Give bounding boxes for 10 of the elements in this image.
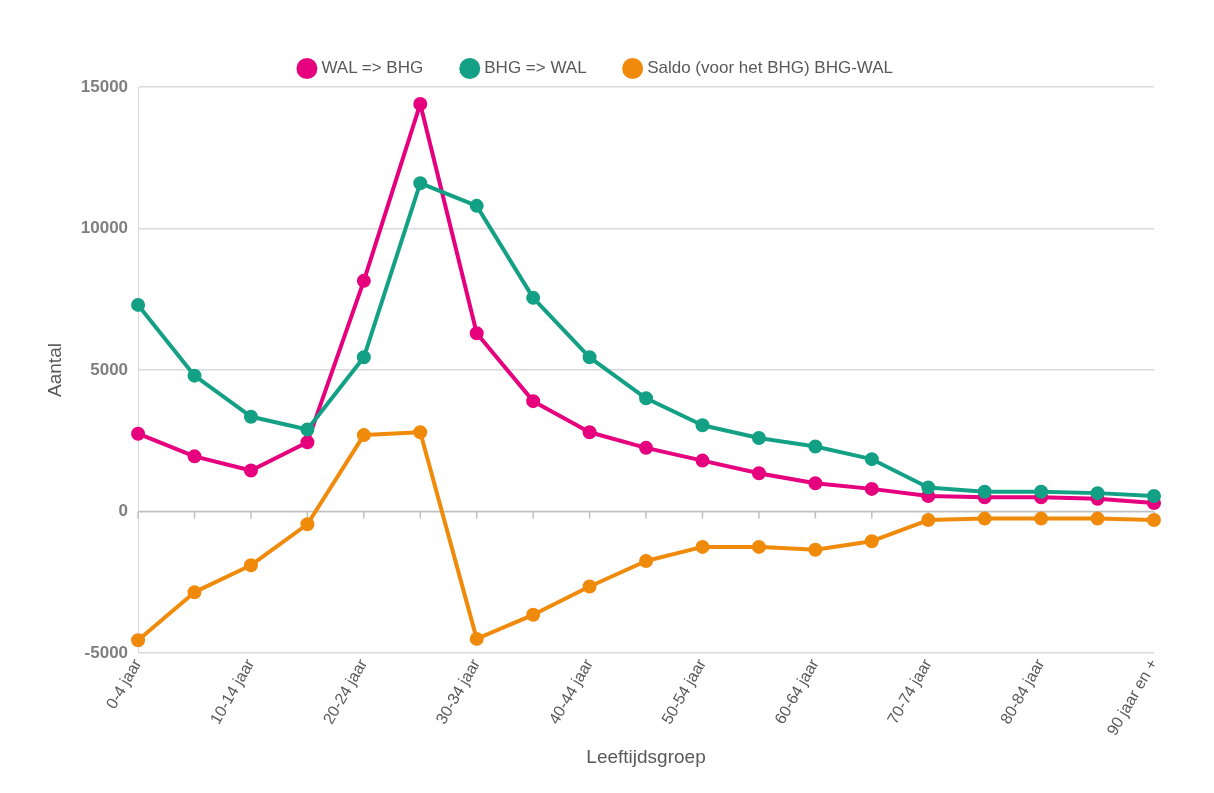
legend-label: Saldo (voor het BHG) BHG-WAL	[647, 58, 894, 78]
y-tick-label: 15000	[80, 76, 129, 96]
y-tick-label: 10000	[80, 218, 129, 238]
legend-label: BHG => WAL	[484, 58, 587, 78]
x-axis-title: Leeftijdsgroep	[586, 745, 706, 767]
y-tick-label: 0	[118, 501, 129, 521]
legend-label: WAL => BHG	[321, 58, 424, 78]
y-tick-label: 5000	[90, 359, 129, 379]
y-tick-label: -5000	[84, 642, 129, 662]
y-axis-title: Aantal	[43, 343, 65, 397]
